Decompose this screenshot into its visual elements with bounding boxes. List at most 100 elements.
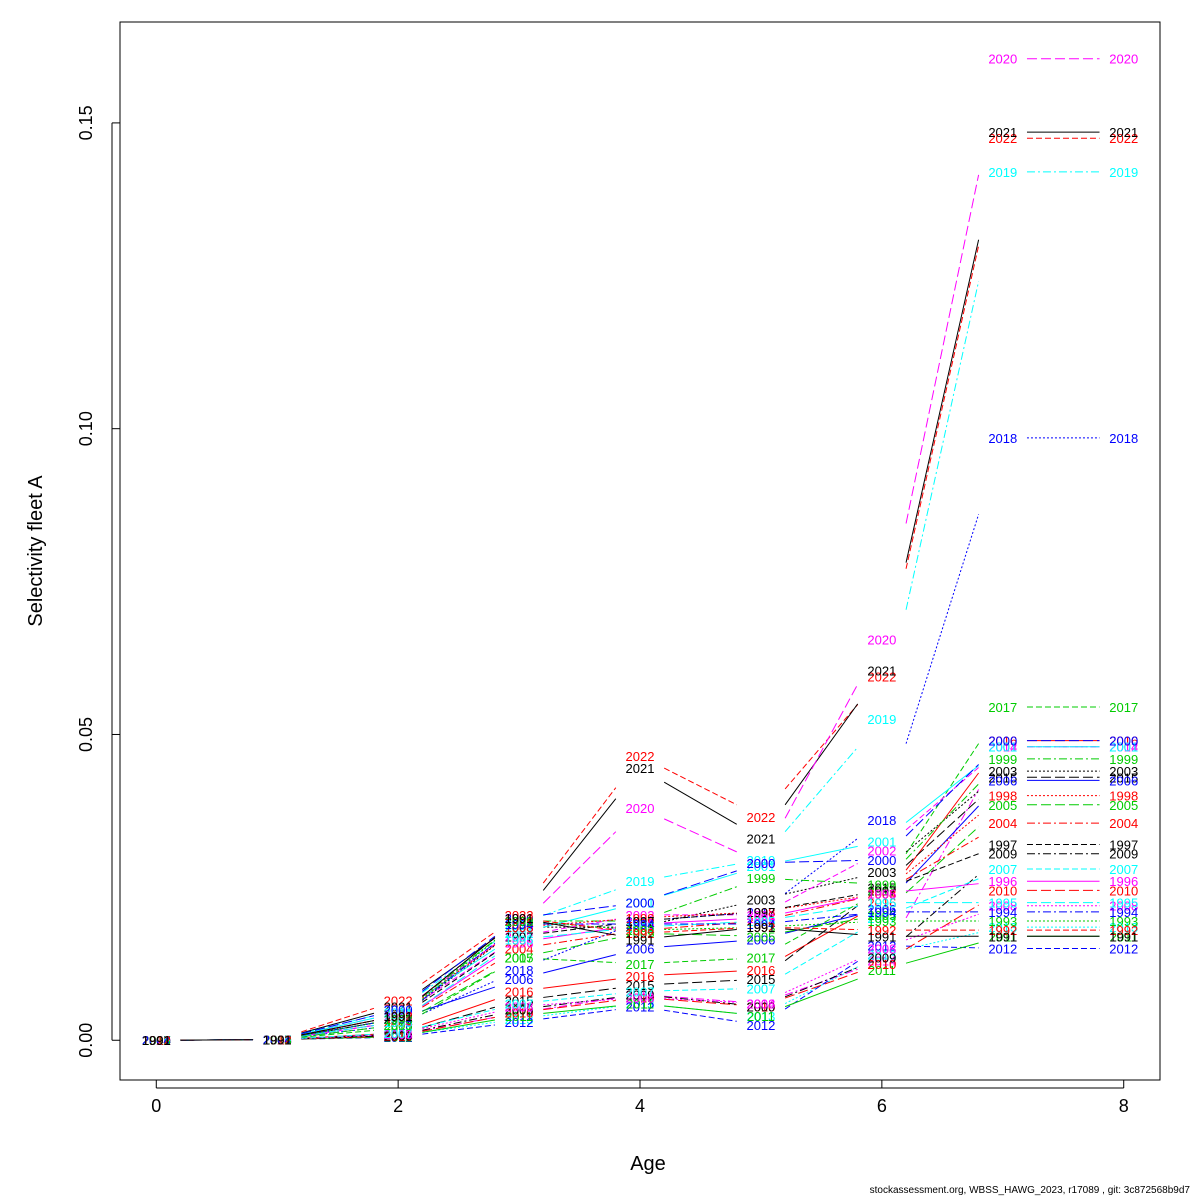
point-label: 2015 xyxy=(384,1027,413,1042)
series-segment xyxy=(784,931,858,975)
series-segment xyxy=(785,898,858,916)
point-label: 2020 xyxy=(384,1006,413,1021)
point-label: 2016 xyxy=(867,896,896,911)
point-label: 2008 xyxy=(384,1027,413,1042)
series-labels-2008: 2008 2008 2008 2008 2008 2008 2008 2008 2008 xyxy=(142,899,1138,1049)
series-labels-2019: 2019 2019 2019 2019 2019 2019 2019 2019 2019 xyxy=(142,165,1138,1048)
point-label: 1995 xyxy=(384,1015,413,1030)
point-label: 2014 xyxy=(384,1028,413,1043)
point-label: 1991 xyxy=(867,929,896,944)
series-segment xyxy=(664,929,737,938)
point-label: 2015 xyxy=(626,978,655,993)
series-segment xyxy=(906,945,979,949)
series-segment xyxy=(905,826,979,894)
y-tick-label: 0.05 xyxy=(76,717,96,752)
series-labels-2009: 2009 2009 2009 2009 2009 2009 2009 2009 2009 xyxy=(142,847,1138,1049)
point-label: 2010 xyxy=(384,1029,413,1044)
series-segment xyxy=(664,958,737,964)
point-label: 2001 xyxy=(263,1033,292,1048)
point-label: 2016 xyxy=(142,1033,171,1048)
point-label: 1999 xyxy=(626,914,655,929)
axes: 0 2 4 6 8 0.00 0.05 0.10 0.15 xyxy=(76,105,1129,1116)
point-label: 2011 xyxy=(747,1009,775,1024)
series-segment xyxy=(422,952,496,1003)
point-label: 2010 xyxy=(988,883,1017,898)
series-labels-1997: 1997 1997 1997 1997 1997 1997 1997 1997 1997 xyxy=(142,838,1138,1049)
series-segment xyxy=(784,703,859,806)
series-segment xyxy=(664,927,737,931)
series-segment xyxy=(784,915,858,957)
point-label: 1999 xyxy=(746,871,775,886)
point-label: 2001 xyxy=(626,896,655,911)
point-label: 2000 xyxy=(384,1003,413,1018)
point-label: 1992 xyxy=(988,923,1017,938)
series-labels-2010: 2010 2010 2010 2010 2010 2010 2010 2010 2010 xyxy=(142,883,1138,1048)
point-label: 2000 xyxy=(746,856,775,871)
series-segment xyxy=(543,1000,616,1011)
series-segment xyxy=(543,998,616,1006)
series-segment xyxy=(905,245,980,569)
series-segment xyxy=(784,684,859,819)
point-label: 2018 xyxy=(1109,431,1138,446)
point-label: 1992 xyxy=(746,920,775,935)
series-segment xyxy=(301,1024,375,1037)
point-label: 2003 xyxy=(867,865,896,880)
series-segment xyxy=(664,988,737,992)
series-segment xyxy=(301,1027,375,1038)
series-segment xyxy=(785,913,858,923)
series-segment xyxy=(301,1029,375,1038)
point-label: 2019 xyxy=(867,712,896,727)
series-segment xyxy=(422,1011,495,1030)
point-label: 2004 xyxy=(1109,816,1138,831)
point-label: 2020 xyxy=(142,1033,171,1048)
series-segment xyxy=(784,959,858,994)
point-label: 1994 xyxy=(988,905,1017,920)
point-label: 2013 xyxy=(505,1012,534,1027)
series-segment xyxy=(543,933,616,946)
point-label: 2000 xyxy=(1109,734,1138,749)
point-label: 2003 xyxy=(1109,764,1138,779)
series-segment xyxy=(664,998,737,1003)
series-segment xyxy=(664,918,737,924)
series-segment xyxy=(543,954,616,974)
point-label: 1994 xyxy=(1109,905,1138,920)
point-label: 2016 xyxy=(626,969,655,984)
point-label: 1996 xyxy=(142,1033,171,1048)
point-label: 2014 xyxy=(505,1006,534,1021)
series-segment xyxy=(543,889,616,916)
x-tick-label: 4 xyxy=(635,1096,645,1116)
series-segment xyxy=(422,940,496,1000)
point-label: 1991 xyxy=(1109,929,1138,944)
point-label: 2007 xyxy=(746,981,775,996)
point-label: 1997 xyxy=(505,929,534,944)
series-segment xyxy=(664,995,737,1003)
series-segment xyxy=(784,905,858,962)
point-label: 2017 xyxy=(867,883,896,898)
point-label: 2010 xyxy=(867,957,896,972)
point-label: 1994 xyxy=(384,1012,413,1027)
point-label: 2001 xyxy=(746,859,775,874)
point-label: 2019 xyxy=(505,917,534,932)
series-segment xyxy=(422,1008,496,1028)
series-segment xyxy=(301,1017,375,1035)
series-segment xyxy=(543,905,616,916)
series-segment xyxy=(422,1006,496,1028)
point-label: 2015 xyxy=(746,972,775,987)
point-label: 2021 xyxy=(505,914,534,929)
series-segment xyxy=(543,993,616,1002)
series-segment xyxy=(905,765,979,823)
point-label: 1998 xyxy=(263,1033,292,1048)
point-label: 2006 xyxy=(142,1033,171,1048)
point-label: 2017 xyxy=(626,957,655,972)
point-label: 1996 xyxy=(867,886,896,901)
point-label: 1993 xyxy=(384,1012,413,1027)
series-labels-2003: 2003 2003 2003 2003 2003 2003 2003 2003 2003 xyxy=(142,764,1138,1048)
series-labels-2014: 2014 2014 2014 2014 2014 2014 2014 2014 2014 xyxy=(142,740,1138,1049)
series-labels-2022: 2022 2022 2022 2022 2022 2022 2022 2022 2022 xyxy=(142,131,1138,1048)
point-label: 2004 xyxy=(263,1033,292,1048)
point-label: 1993 xyxy=(746,920,775,935)
point-label: 2010 xyxy=(626,990,655,1005)
point-label: 2010 xyxy=(505,1006,534,1021)
point-label: 1995 xyxy=(142,1033,171,1048)
point-label: 2006 xyxy=(988,773,1017,788)
